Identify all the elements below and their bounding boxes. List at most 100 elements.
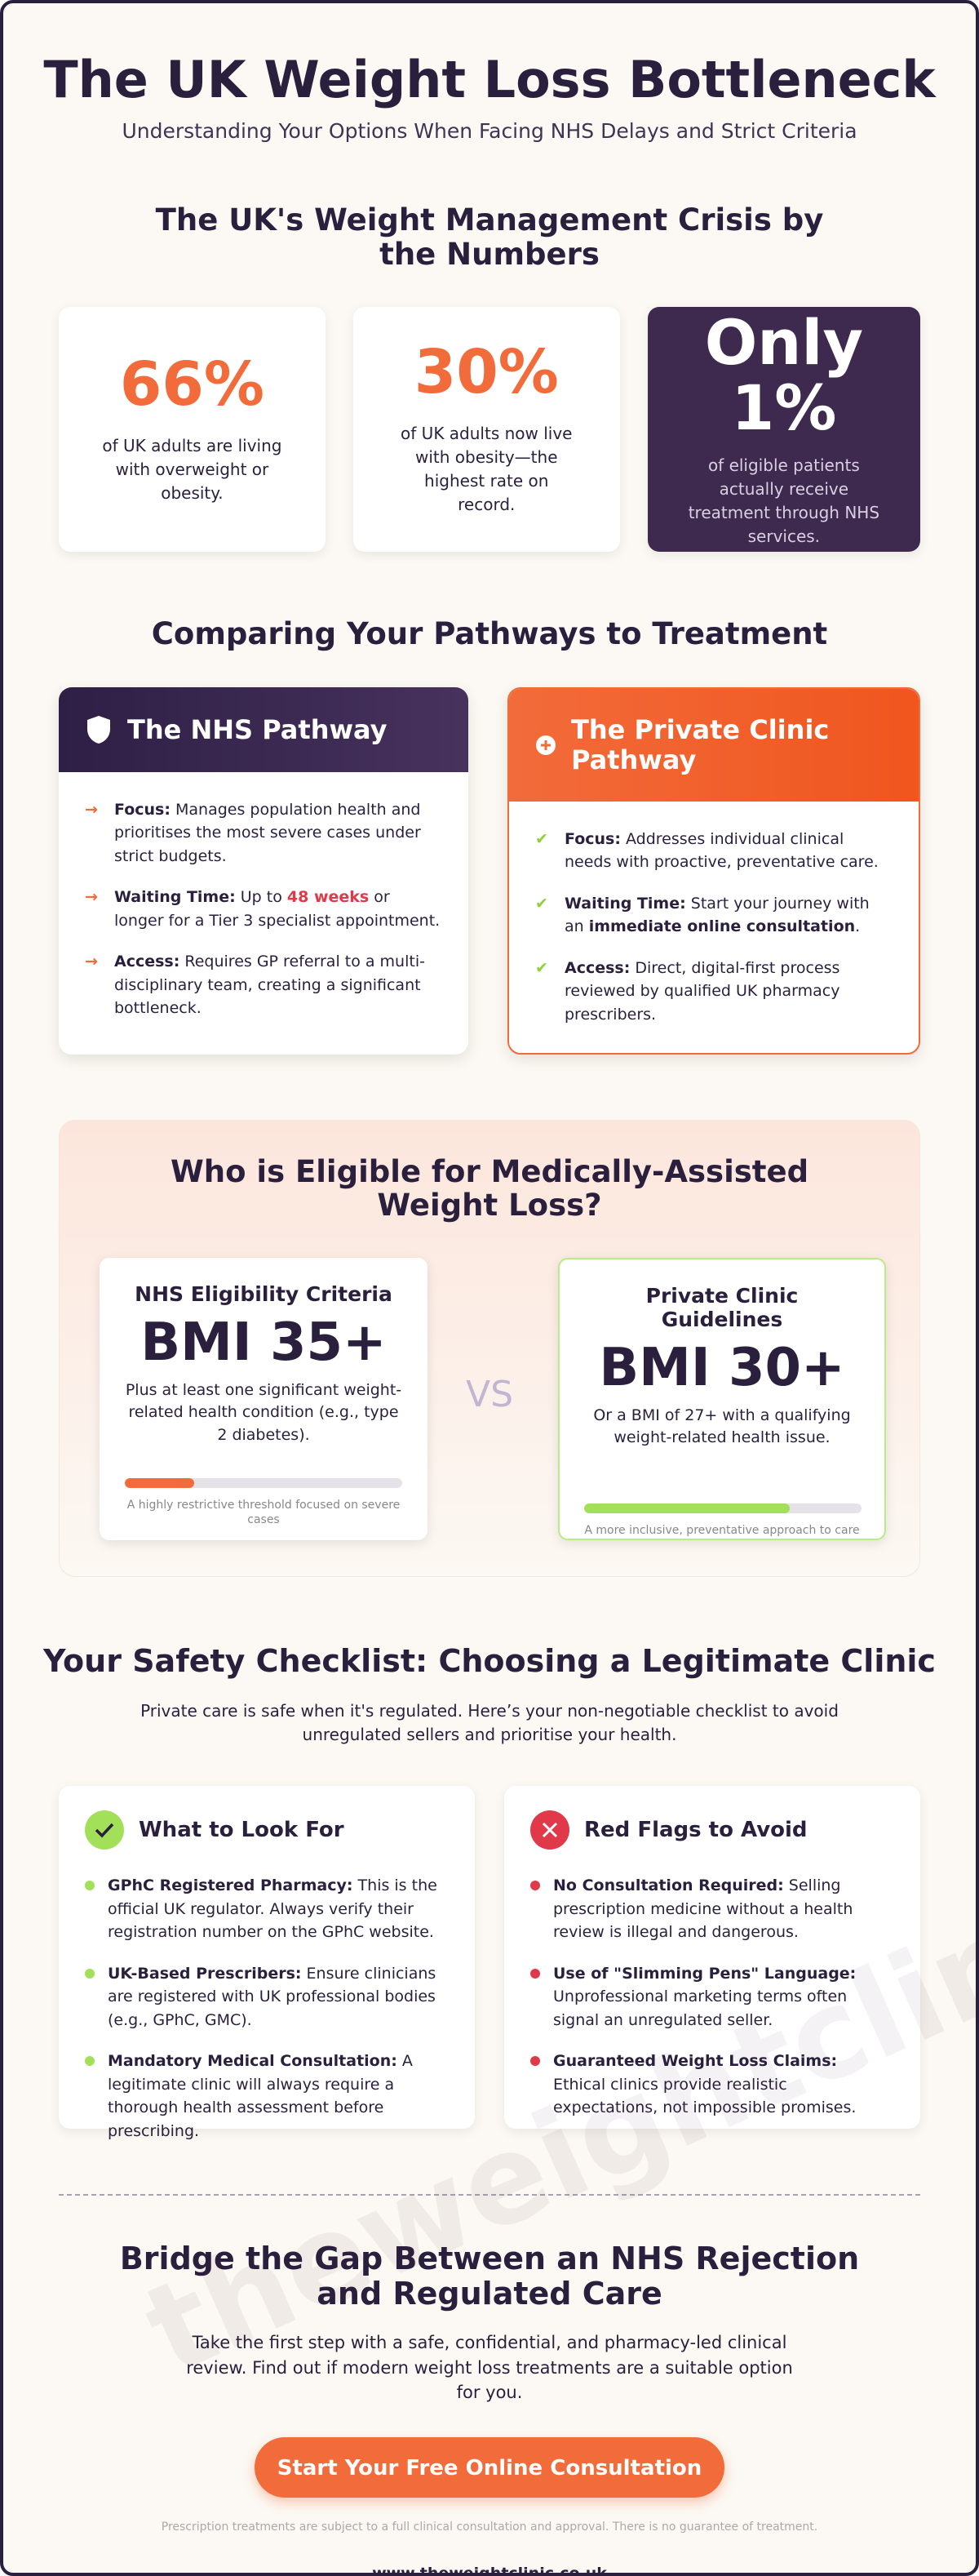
item-text: This is the official UK regulator. Alway… [108, 1876, 437, 1942]
item-label: Waiting Time: [565, 894, 686, 913]
item-label: Guaranteed Weight Loss Claims: [553, 2052, 838, 2071]
text-block: Focus: Manages population health and pri… [114, 798, 442, 868]
item-text: Ethical clinics provide realistic expect… [553, 2075, 857, 2117]
vs-label: VS [465, 1373, 514, 1415]
icon-shape [541, 739, 551, 750]
bullet-mark: ✔ [535, 958, 548, 977]
item-text: Up to [235, 888, 287, 906]
item: ✔ Access: Direct, digital-first process r… [535, 957, 893, 1027]
item-text: Direct, digital-first process reviewed b… [565, 958, 840, 1024]
text-block: What to Look For [85, 1810, 449, 1850]
text-block: Guaranteed Weight Loss Claims: Ethical c… [553, 2050, 894, 2120]
bullet-dot [530, 1968, 540, 1979]
card-header: The NHS Pathway [59, 686, 468, 772]
safety-heading: Your Safety Checklist: Choosing a Legiti… [43, 1642, 936, 1679]
stat-value: 30% [414, 337, 559, 408]
criteria-note: A more inclusive, preventative approach … [584, 1523, 860, 1537]
criteria-title: Private Clinic Guidelines [645, 1283, 799, 1331]
item: No Consultation Required: Selling prescr… [530, 1874, 894, 1944]
bullet-mark: → [85, 800, 98, 819]
divider [59, 2194, 920, 2196]
item: ✔ Waiting Time: Start your journey with a… [535, 892, 893, 939]
icon-shape [85, 1810, 124, 1850]
criteria-value: BMI 30+ [599, 1337, 845, 1398]
bullet-dot [85, 2056, 95, 2067]
stat-value: Only 1% [704, 306, 863, 445]
bullet-mark: → [85, 888, 98, 906]
eligibility-section: Who is Eligible for Medically-Assisted W… [59, 1119, 920, 1577]
item: Mandatory Medical Consultation: A legiti… [85, 2050, 449, 2143]
stat-card: 66% of UK adults are living with overweig… [59, 307, 326, 553]
item: ✔ Focus: Addresses individual clinical ne… [535, 828, 893, 874]
card-title: The Private Clinic Pathway [571, 713, 830, 775]
bar-fill [584, 1503, 790, 1513]
highlight: 48 weeks [286, 888, 370, 906]
site-link[interactable]: www.theweightclinic.co.uk [372, 2565, 607, 2576]
text-block: Mandatory Medical Consultation: A legiti… [108, 2050, 449, 2143]
text-block: UK-Based Prescribers: Ensure clinicians … [108, 1962, 449, 2032]
item: → Focus: Manages population health and pr… [85, 798, 442, 868]
item-text: Unprofessional marketing terms often sig… [553, 1988, 848, 2029]
bar-fill [125, 1477, 194, 1488]
x-icon [530, 1810, 569, 1850]
item: → Access: Requires GP referral to a multi… [85, 950, 442, 1020]
cta-text: Take the first step with a safe, confide… [186, 2333, 793, 2403]
item-text: Start your journey with an [565, 894, 870, 936]
stats-row: 66% of UK adults are living with overweig… [59, 306, 920, 553]
item-text: Requires GP referral to a multi-discipli… [114, 953, 425, 1017]
icon-shape [542, 1822, 558, 1838]
text-block: Use of "Slimming Pens" Language: Unprofe… [553, 1962, 894, 2032]
shield-icon [87, 715, 110, 744]
item-label: GPhC Registered Pharmacy: [108, 1876, 353, 1895]
safety-intro: Private care is safe when it's regulated… [140, 1701, 839, 1745]
emphasis: immediate online consultation [588, 917, 856, 935]
stat-text: of eligible patients actually receive tr… [688, 455, 880, 546]
stat-text: of UK adults now live with obesity—the h… [401, 424, 573, 515]
bullet-dot [530, 2056, 540, 2067]
pathways-heading: Comparing Your Pathways to Treatment [151, 616, 828, 652]
criteria-text: Or a BMI of 27+ with a qualifying weight… [593, 1406, 851, 1447]
text-block: Access: Direct, digital-first process re… [565, 957, 893, 1027]
item: GPhC Registered Pharmacy: This is the of… [85, 1874, 449, 1944]
text-block: Waiting Time: Up to 48 weeks or longer f… [114, 886, 442, 932]
plus-icon [536, 735, 556, 755]
eligibility-heading: Who is Eligible for Medically-Assisted W… [170, 1153, 809, 1223]
item-label: Access: [114, 953, 180, 970]
item-text: Manages population health and prioritise… [114, 800, 421, 865]
item-label: Focus: [565, 829, 621, 848]
checklist-row: What to Look For GPhC Registered Pharmac… [59, 1786, 920, 2140]
nhs-criteria-card: NHS Eligibility Criteria BMI 35+ Plus at… [100, 1257, 427, 1540]
text-block: ✔ Focus: Addresses individual clinical ne… [509, 802, 919, 1027]
cta-button[interactable]: Start Your Free Online Consultation [255, 2437, 724, 2498]
bullet-mark: → [85, 953, 98, 970]
bullet-dot [85, 1968, 95, 1979]
item-text: Selling prescription medicine without a … [553, 1876, 853, 1942]
card-title: Red Flags to Avoid [584, 1818, 808, 1843]
subtitle: Understanding Your Options When Facing N… [122, 119, 857, 144]
item-text: A legitimate clinic will always require … [108, 2052, 413, 2140]
stat-card: 30% of UK adults now live with obesity—th… [352, 307, 620, 553]
bullet-dot [530, 1881, 540, 1891]
nhs-card: The NHS Pathway → Focus: Manages populati… [59, 686, 468, 1055]
criteria-text: Plus at least one significant weight-rel… [125, 1380, 402, 1444]
stat-card: Only 1% of eligible patients actually rec… [647, 306, 920, 553]
item: Guaranteed Weight Loss Claims: Ethical c… [530, 2050, 894, 2120]
text-block: Red Flags to Avoid [530, 1810, 894, 1850]
text-block: Focus: Addresses individual clinical nee… [565, 828, 893, 874]
text-block: No Consultation Required: Selling prescr… [553, 1874, 894, 1944]
red-flags-card: Red Flags to Avoid No Consultation Requi… [504, 1786, 920, 2130]
item: → Waiting Time: Up to 48 weeks or longer … [85, 886, 442, 932]
item-label: Use of "Slimming Pens" Language: [553, 1964, 857, 1983]
criteria-value: BMI 35+ [140, 1312, 387, 1373]
item-label: Mandatory Medical Consultation: [108, 2052, 397, 2071]
check-icon [85, 1810, 124, 1850]
item-label: Focus: [114, 800, 171, 819]
text-block: GPhC Registered Pharmacy: This is the of… [108, 1874, 449, 1944]
item-label: No Consultation Required: [553, 1876, 784, 1895]
bar-track [584, 1503, 862, 1513]
pathways-row: The NHS Pathway → Focus: Manages populati… [59, 686, 920, 1055]
item-text: Addresses individual clinical needs with… [565, 829, 879, 872]
criteria-note: A highly restrictive threshold focused o… [126, 1498, 401, 1526]
text-block: Waiting Time: Start your journey with an… [565, 892, 893, 939]
